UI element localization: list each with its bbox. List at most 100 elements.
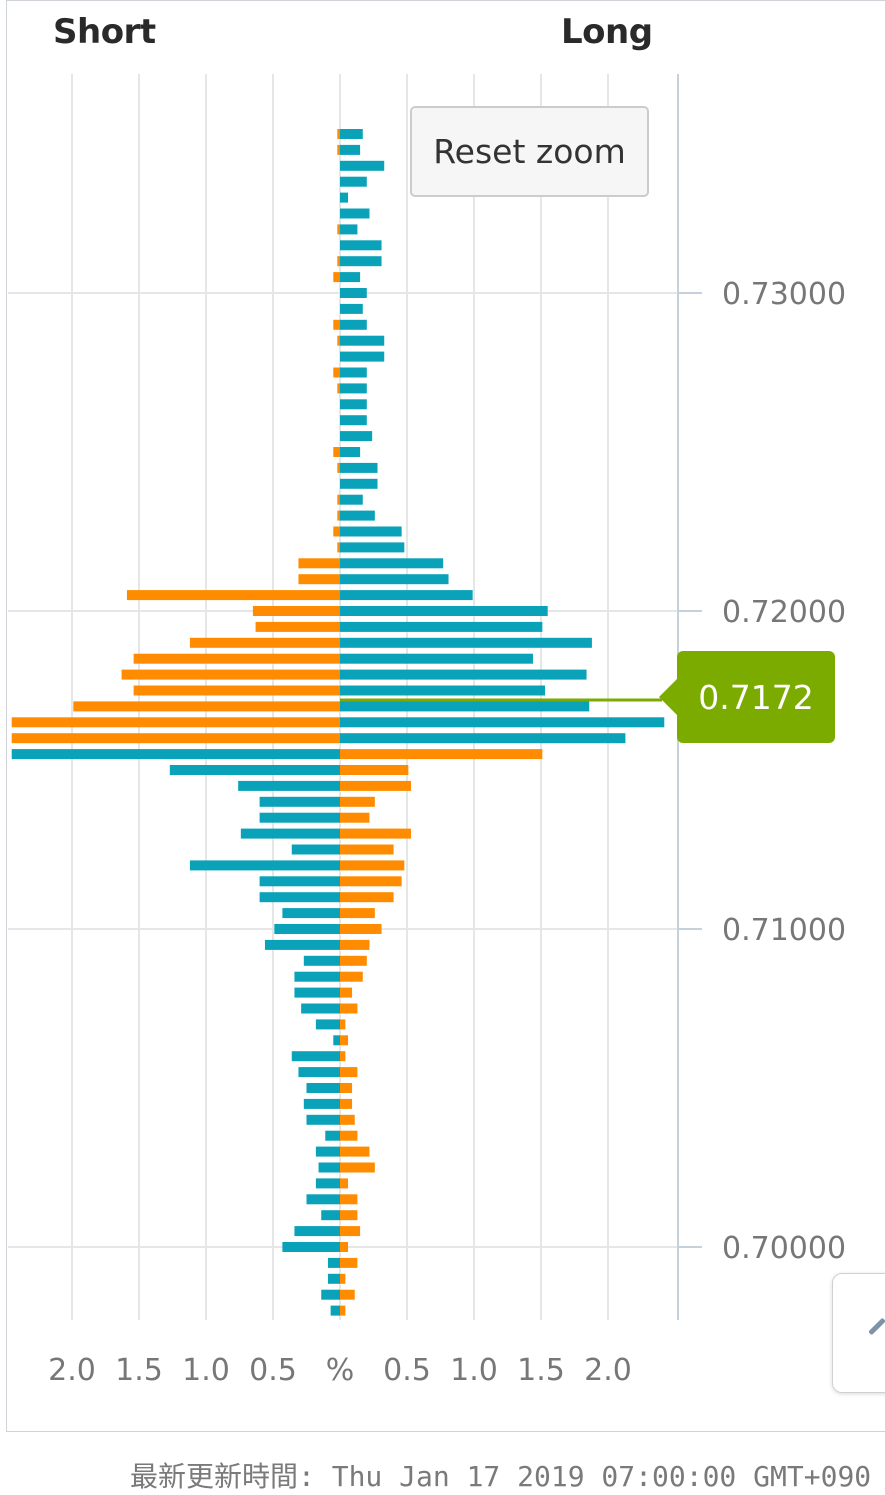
bar-right	[340, 351, 385, 362]
bar-left	[259, 812, 340, 823]
bar-right	[340, 1289, 355, 1300]
bar-left	[294, 971, 340, 982]
bar-right	[340, 955, 367, 966]
bar-right	[340, 272, 361, 283]
bar-right	[340, 399, 367, 410]
reset-zoom-button[interactable]: Reset zoom	[410, 106, 649, 197]
bar-right	[340, 621, 543, 632]
bar-right	[340, 1273, 346, 1284]
bar-left	[303, 1098, 340, 1109]
bar-right	[340, 1003, 358, 1014]
bar-right	[340, 606, 548, 616]
bar-right	[340, 1178, 349, 1189]
position-ratio-chart[interactable]: 2.0 1.5 1.0 0.5% 0.5 1.0 1.5 2.0 0.73000 0.72000 0…	[0, 0, 885, 1440]
bar-left	[282, 1242, 340, 1252]
bar-left	[337, 383, 340, 394]
bar-left	[337, 224, 340, 235]
bar-left	[327, 1273, 340, 1284]
pencil-icon	[868, 1317, 885, 1336]
bar-left	[315, 1178, 340, 1189]
bar-right	[340, 574, 449, 585]
bar-right	[340, 685, 546, 696]
x-tick-label: 2.0	[584, 1353, 632, 1388]
bar-right	[340, 971, 363, 982]
bar-right	[340, 780, 412, 791]
bar-left	[252, 606, 340, 616]
bar-right	[340, 796, 375, 807]
bar-right	[340, 828, 412, 839]
bar-right	[340, 1098, 353, 1109]
bar-left	[337, 494, 340, 505]
bar-right	[340, 1067, 358, 1078]
bar-right	[340, 876, 402, 887]
bar-right	[340, 240, 382, 251]
bar-left	[121, 669, 340, 680]
bar-right	[340, 860, 405, 871]
bar-left	[264, 939, 340, 950]
bar-right	[340, 224, 358, 235]
bar-right	[340, 510, 375, 521]
bar-right	[340, 765, 409, 775]
bar-right	[340, 494, 363, 505]
bar-left	[333, 526, 340, 537]
bar-right	[340, 256, 382, 267]
bar-right	[340, 1226, 361, 1237]
bar-left	[294, 987, 340, 998]
y-tick-label: 0.70000	[722, 1231, 846, 1266]
bar-right	[340, 1242, 349, 1252]
bar-left	[189, 637, 340, 648]
bar-left	[238, 780, 340, 791]
bar-left	[325, 1130, 340, 1141]
bar-right	[340, 335, 385, 346]
bar-right	[340, 192, 349, 203]
chart-frame	[6, 0, 885, 1432]
current-price-label: 0.7172	[659, 651, 835, 743]
bar-left	[333, 447, 340, 457]
bar-left	[333, 1035, 340, 1046]
bar-left	[337, 462, 340, 473]
bar-right	[340, 1194, 358, 1205]
bar-right	[340, 526, 402, 537]
x-tick-label: 0.5	[383, 1353, 431, 1388]
bar-left	[259, 796, 340, 807]
bar-left	[318, 1162, 340, 1173]
bar-right	[340, 892, 394, 903]
bar-left	[337, 144, 340, 155]
bar-left	[73, 701, 340, 712]
bar-left	[333, 319, 340, 330]
bar-right	[340, 812, 370, 823]
bar-right	[340, 844, 394, 855]
x-tick-label: 0.5	[249, 1353, 297, 1388]
bar-right	[340, 144, 361, 155]
bar-left	[259, 892, 340, 903]
bar-left	[133, 653, 340, 664]
bar-right	[340, 1114, 355, 1125]
y-tick-label: 0.72000	[722, 595, 846, 630]
bar-right	[340, 669, 587, 680]
bar-left	[240, 828, 340, 839]
bar-right	[340, 701, 590, 712]
bar-right	[340, 558, 444, 569]
bar-right	[340, 415, 367, 426]
bar-right	[340, 1130, 358, 1141]
side-drawer-button[interactable]	[832, 1273, 885, 1393]
bar-left	[306, 1114, 340, 1125]
bar-left	[301, 1003, 340, 1014]
bar-right	[340, 908, 375, 919]
bar-right	[340, 637, 592, 648]
x-tick-label: 1.5	[517, 1353, 565, 1388]
bar-left	[306, 1083, 340, 1093]
bar-left	[315, 1019, 340, 1030]
bar-right	[340, 924, 382, 934]
bar-left	[133, 685, 340, 696]
bar-right	[340, 462, 378, 473]
bar-right	[340, 653, 533, 664]
bar-left	[303, 955, 340, 966]
bar-left	[333, 367, 340, 378]
bar-right	[340, 1257, 358, 1268]
x-tick-label: 1.0	[450, 1353, 498, 1388]
x-tick-label: %	[326, 1353, 355, 1388]
bar-left	[337, 256, 340, 267]
bar-right	[340, 1162, 375, 1173]
bar-right	[340, 160, 385, 171]
